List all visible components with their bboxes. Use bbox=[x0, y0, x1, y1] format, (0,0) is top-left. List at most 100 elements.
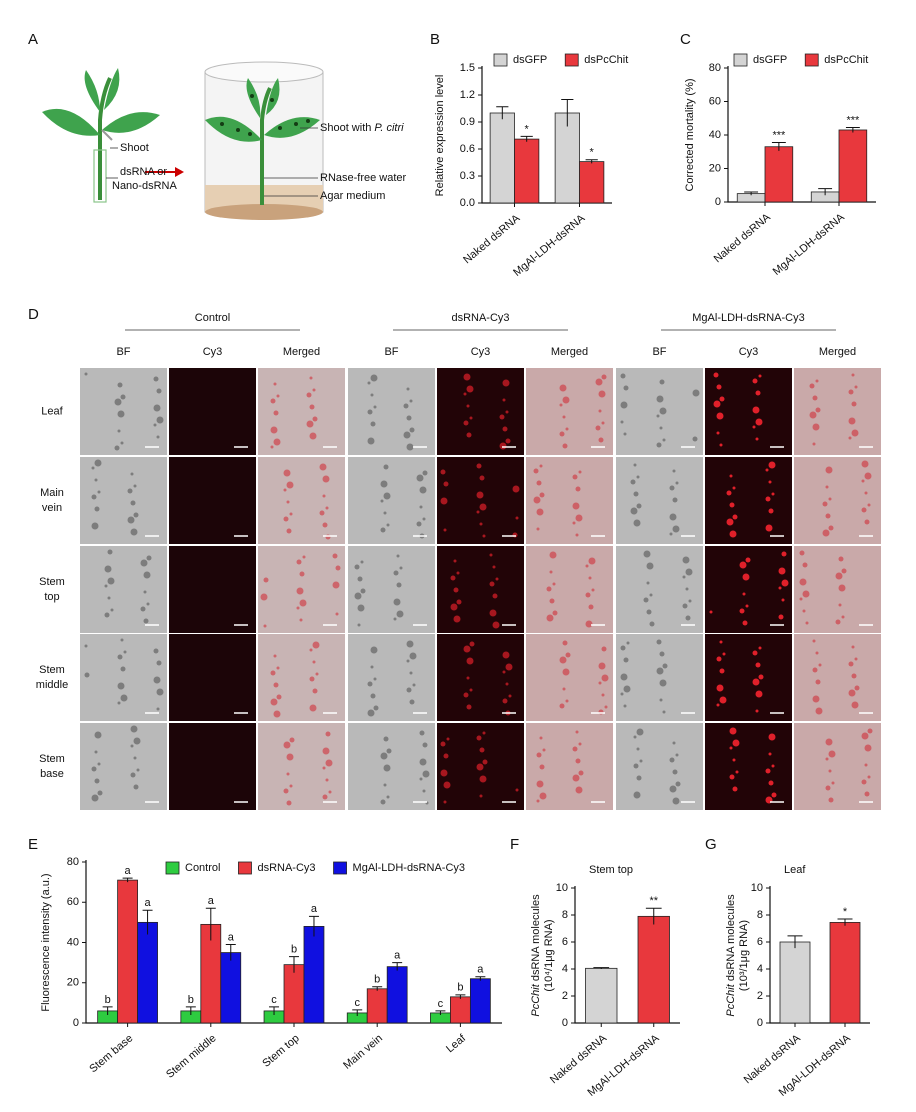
micrograph-detail bbox=[505, 682, 509, 686]
micrograph-detail bbox=[386, 523, 390, 527]
micrograph-detail bbox=[476, 491, 484, 499]
legend-swatch bbox=[564, 53, 579, 67]
micrograph-detail bbox=[828, 525, 834, 531]
micrograph-detail bbox=[276, 694, 282, 700]
micrograph-detail bbox=[383, 736, 389, 742]
micrograph-detail bbox=[412, 683, 416, 687]
micrograph-detail bbox=[623, 657, 629, 663]
micrograph-detail bbox=[383, 511, 387, 515]
micrograph-detail bbox=[598, 681, 602, 685]
micrograph-detail bbox=[828, 497, 832, 501]
micrograph-detail bbox=[559, 403, 563, 407]
error-bar bbox=[225, 944, 236, 961]
y-tick-label: 2 bbox=[757, 990, 763, 1002]
micrograph-detail bbox=[283, 469, 291, 477]
micrograph-detail bbox=[575, 786, 583, 794]
micrograph-detail bbox=[752, 425, 756, 429]
micrograph-detail bbox=[861, 732, 869, 740]
micrograph-detail bbox=[505, 410, 509, 414]
micrograph-detail bbox=[620, 645, 626, 651]
micrograph bbox=[348, 634, 435, 721]
micrograph-detail bbox=[815, 651, 819, 655]
legend-swatch bbox=[333, 861, 347, 875]
micrograph-detail bbox=[495, 577, 499, 581]
micrograph-detail bbox=[325, 506, 329, 510]
micrograph-detail bbox=[367, 381, 371, 385]
micrograph-detail bbox=[546, 614, 554, 622]
y-tick-label: 0.9 bbox=[460, 116, 475, 128]
micrograph-detail bbox=[309, 376, 313, 380]
micrograph-detail bbox=[838, 556, 844, 562]
micrograph-detail bbox=[482, 534, 486, 538]
micrograph-detail bbox=[755, 418, 763, 426]
micrograph-detail bbox=[755, 662, 761, 668]
micrograph-detail bbox=[835, 619, 841, 625]
micrograph-detail bbox=[828, 750, 836, 758]
y-tick-label: 40 bbox=[709, 129, 721, 141]
micrograph-detail bbox=[399, 566, 403, 570]
micrograph-detail bbox=[636, 747, 640, 751]
micrograph-detail bbox=[719, 696, 727, 704]
micrograph-detail bbox=[393, 617, 397, 621]
micrograph-detail bbox=[419, 777, 423, 781]
micrograph bbox=[437, 634, 524, 721]
error-bar bbox=[845, 126, 860, 133]
micrograph-detail bbox=[286, 800, 292, 806]
micrograph-detail bbox=[552, 582, 556, 586]
micrograph bbox=[258, 723, 345, 810]
micrograph-detail bbox=[765, 468, 769, 472]
y-tick-label: 10 bbox=[751, 882, 763, 894]
micrograph-detail bbox=[771, 764, 775, 768]
y-tick-label: 6 bbox=[757, 936, 763, 948]
error-bar bbox=[122, 877, 133, 883]
micrograph-detail bbox=[319, 463, 327, 471]
micrograph-detail bbox=[466, 432, 472, 438]
micrograph-detail bbox=[335, 612, 339, 616]
micrograph-detail bbox=[825, 785, 831, 791]
micrograph-detail bbox=[276, 394, 280, 398]
micrograph-detail bbox=[312, 688, 318, 694]
legend-swatch bbox=[238, 861, 252, 875]
micrograph-detail bbox=[416, 474, 424, 482]
micrograph bbox=[616, 723, 703, 810]
micrograph bbox=[526, 546, 613, 633]
micrograph-detail bbox=[851, 701, 859, 709]
column-label: BF bbox=[384, 346, 398, 358]
micrograph bbox=[616, 634, 703, 721]
micrograph-detail bbox=[799, 578, 807, 586]
y-tick-label: 80 bbox=[709, 62, 721, 74]
micrograph-detail bbox=[659, 426, 663, 430]
micrograph-detail bbox=[515, 516, 519, 520]
micrograph-detail bbox=[120, 694, 128, 702]
micrograph-detail bbox=[476, 463, 482, 469]
significance-label: * bbox=[525, 123, 530, 135]
micrograph-detail bbox=[729, 502, 735, 508]
micrograph-detail bbox=[94, 750, 98, 754]
row-label: top bbox=[44, 591, 59, 603]
micrograph-detail bbox=[630, 507, 638, 515]
micrograph-detail bbox=[623, 704, 627, 708]
bar bbox=[779, 941, 811, 1024]
y-tick-label: 1.5 bbox=[460, 62, 475, 74]
micrograph-detail bbox=[572, 746, 578, 752]
y-axis-label: PcChit dsRNA molecules bbox=[530, 894, 542, 1017]
micrograph-detail bbox=[682, 556, 690, 564]
micrograph-detail bbox=[153, 423, 157, 427]
micrograph-detail bbox=[818, 663, 822, 667]
micrograph-detail bbox=[466, 404, 470, 408]
micrograph-detail bbox=[107, 549, 113, 555]
micrograph-detail bbox=[396, 610, 404, 618]
micrograph-detail bbox=[422, 470, 428, 476]
micrograph-detail bbox=[623, 432, 627, 436]
micrograph-detail bbox=[489, 609, 497, 617]
significance-label: a bbox=[394, 950, 401, 962]
micrograph-detail bbox=[104, 584, 108, 588]
micrograph-detail bbox=[440, 469, 446, 475]
y-tick-label: 8 bbox=[562, 909, 568, 921]
error-bar bbox=[289, 956, 299, 973]
micrograph-detail bbox=[815, 379, 819, 383]
legend-label: dsGFP bbox=[753, 54, 787, 66]
micrograph-detail bbox=[722, 652, 726, 656]
micrograph-detail bbox=[322, 522, 328, 528]
significance-label: b bbox=[188, 994, 194, 1006]
